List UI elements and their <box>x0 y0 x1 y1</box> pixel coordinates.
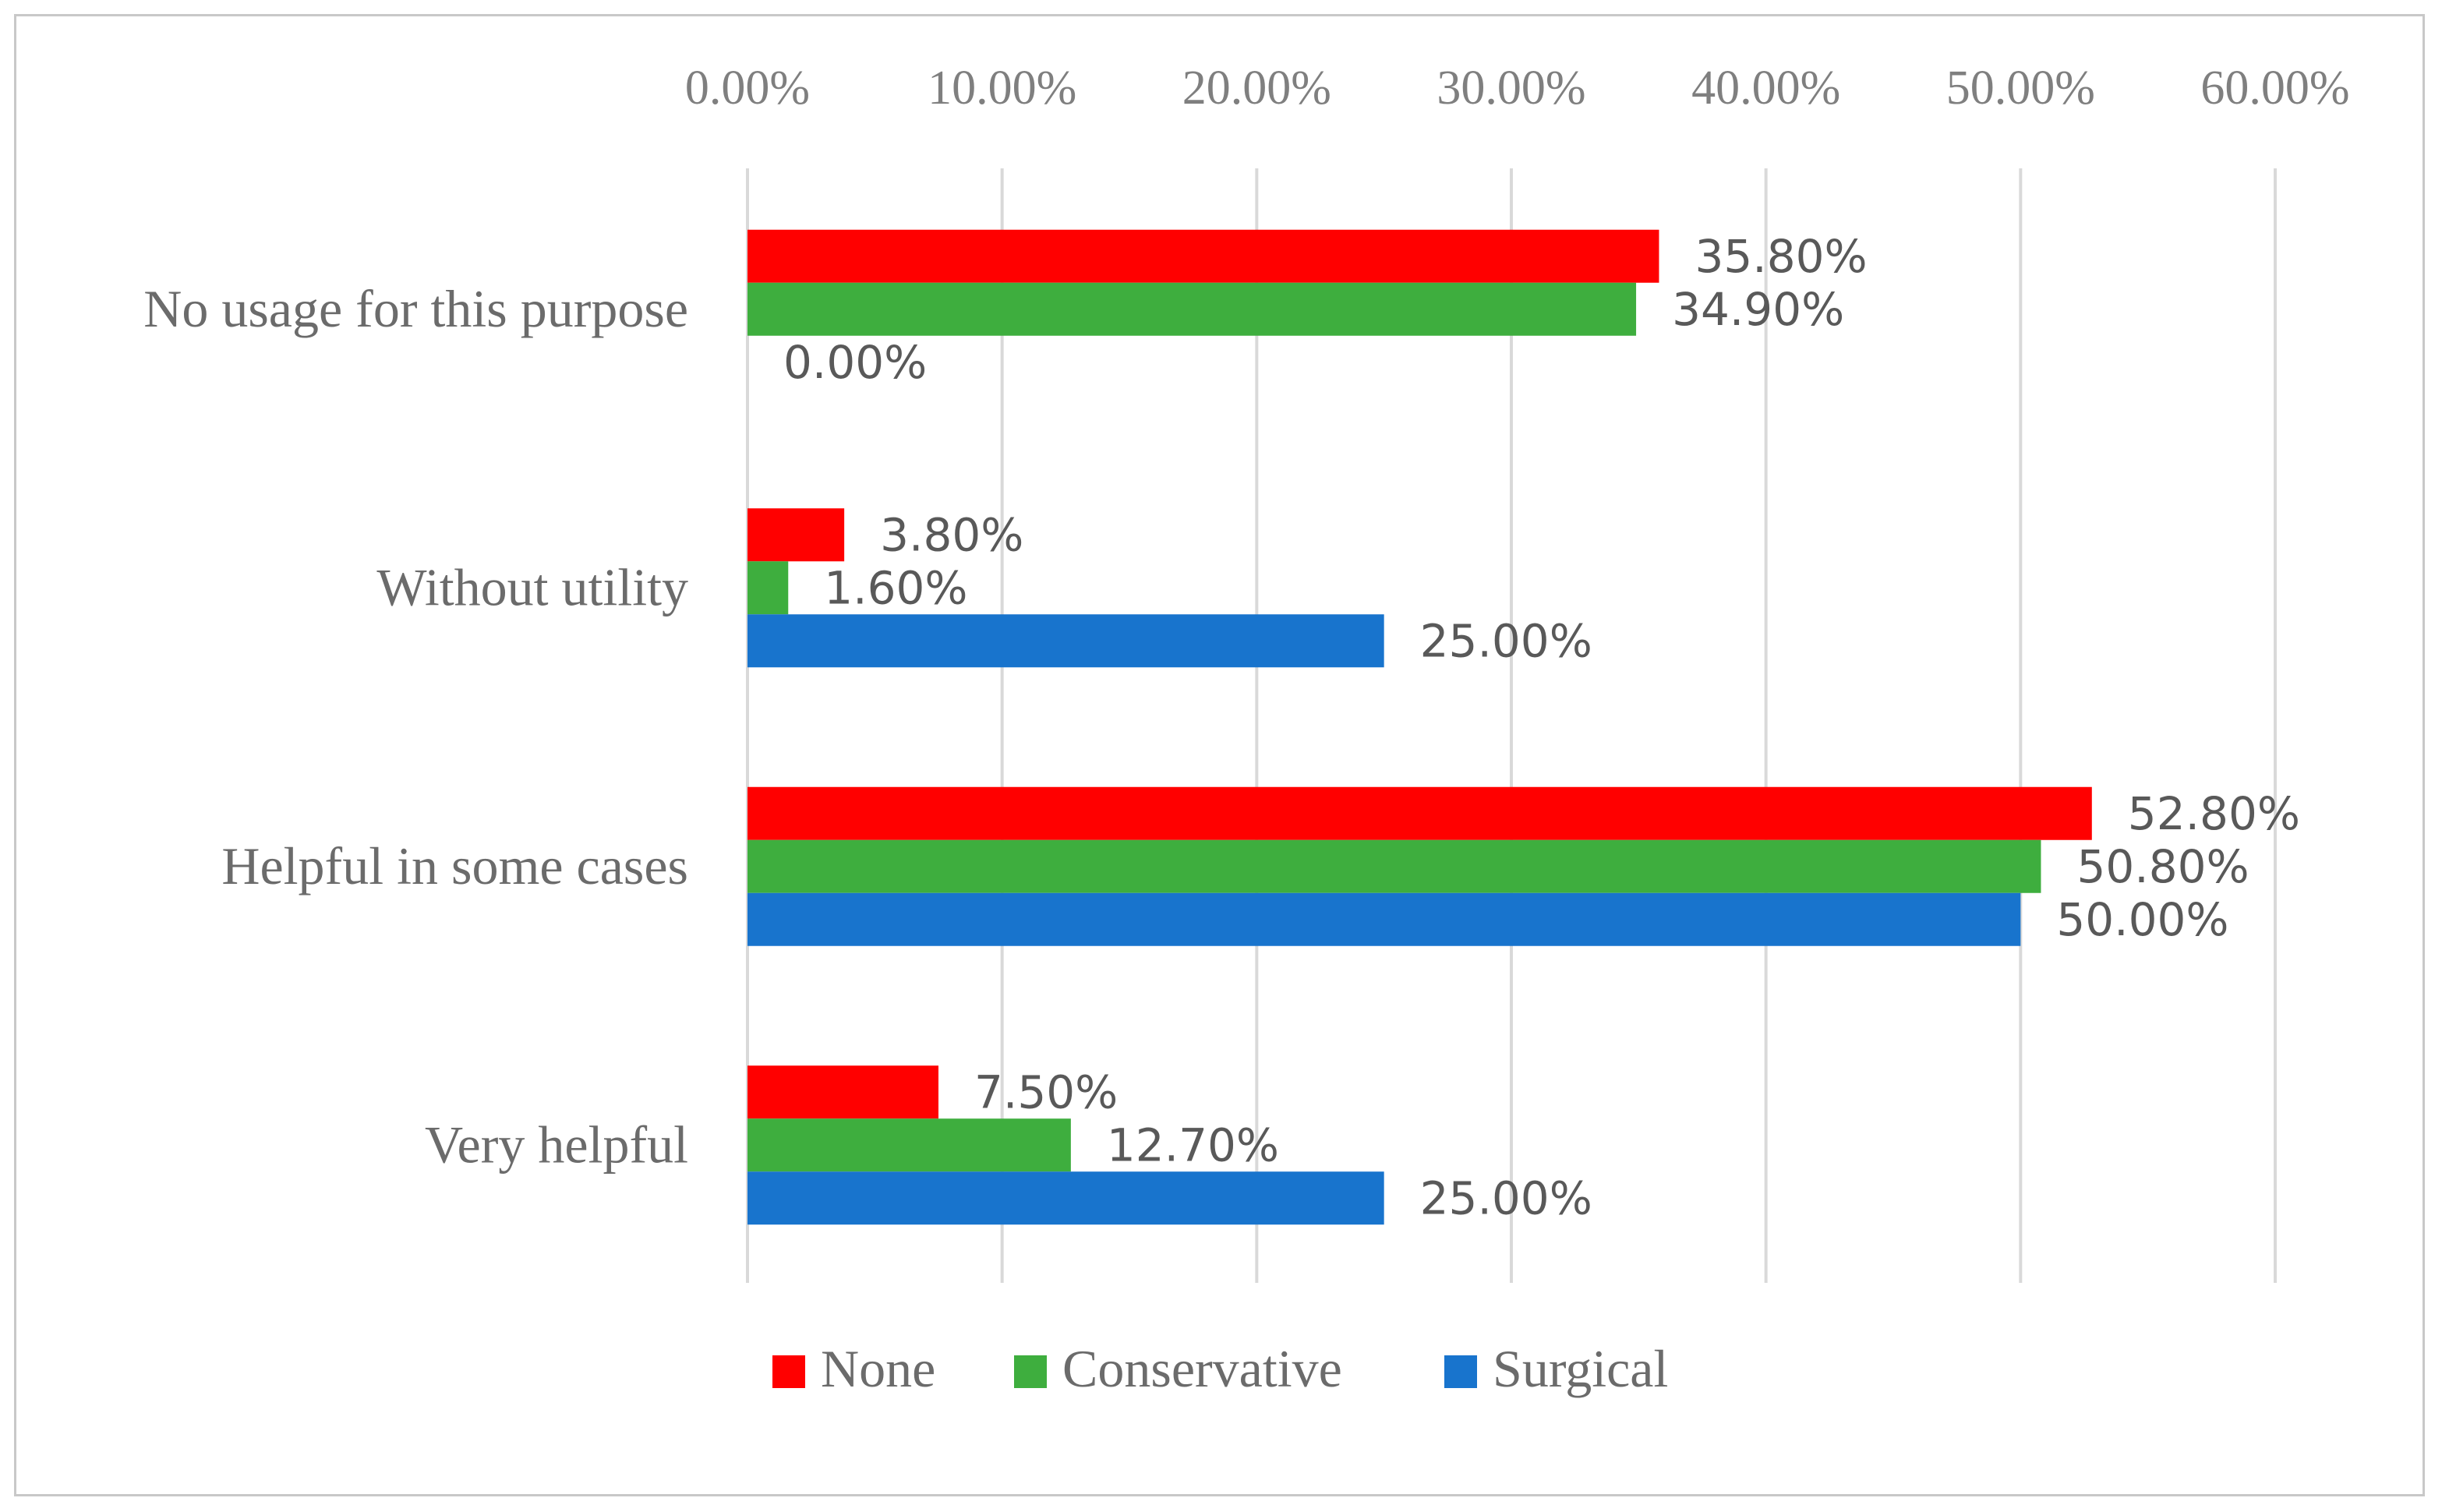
data-label-conservative-very-helpful: 12.70% <box>1107 1118 1279 1171</box>
bar-surgical-helpful-in-some-cases <box>747 892 2021 946</box>
legend-label-surgical: Surgical <box>1493 1339 1668 1398</box>
data-label-conservative-no-usage-for-this-purpose: 34.90% <box>1672 283 1844 336</box>
category-label-very-helpful: Very helpful <box>425 1115 688 1174</box>
data-label-none-without-utility: 3.80% <box>880 508 1023 561</box>
data-label-surgical-very-helpful: 25.00% <box>1420 1171 1592 1224</box>
bar-conservative-helpful-in-some-cases <box>747 839 2041 893</box>
x-tick-label: 30.00% <box>1437 62 1585 115</box>
legend: None Conservative Surgical <box>772 1339 1668 1398</box>
data-label-none-very-helpful: 7.50% <box>974 1065 1118 1118</box>
legend-swatch-none <box>772 1355 805 1388</box>
legend-label-none: None <box>821 1339 935 1398</box>
bar-chart: 0.00% 10.00% 20.00% 30.00% 40.00% 50.00% 60.00… <box>143 62 2350 1398</box>
bar-conservative-no-usage-for-this-purpose <box>747 282 1637 336</box>
bar-conservative-without-utility <box>747 561 789 615</box>
data-label-surgical-no-usage-for-this-purpose: 0.00% <box>783 336 927 389</box>
bar-none-helpful-in-some-cases <box>747 786 2092 840</box>
legend-swatch-surgical <box>1444 1355 1477 1388</box>
data-label-none-helpful-in-some-cases: 52.80% <box>2128 787 2300 840</box>
bar-conservative-very-helpful <box>747 1118 1071 1172</box>
x-tick-label: 50.00% <box>1946 62 2095 115</box>
bar-none-without-utility <box>747 508 845 562</box>
x-tick-label: 10.00% <box>928 62 1076 115</box>
category-label-no-usage-for-this-purpose: No usage for this purpose <box>143 279 688 338</box>
x-tick-label: 0.00% <box>685 62 810 115</box>
category-label-without-utility: Without utility <box>376 557 688 616</box>
bar-surgical-without-utility <box>747 614 1384 668</box>
data-label-conservative-helpful-in-some-cases: 50.80% <box>2076 840 2249 893</box>
data-label-none-no-usage-for-this-purpose: 35.80% <box>1695 230 1867 283</box>
x-axis-ticks: 0.00% 10.00% 20.00% 30.00% 40.00% 50.00% 60.00… <box>685 62 2350 115</box>
x-tick-label: 40.00% <box>1691 62 1840 115</box>
data-label-surgical-helpful-in-some-cases: 50.00% <box>2056 893 2228 946</box>
x-tick-label: 60.00% <box>2200 62 2349 115</box>
bars <box>747 229 2092 1225</box>
gridlines <box>746 168 2277 1283</box>
legend-label-conservative: Conservative <box>1062 1339 1342 1398</box>
bar-surgical-very-helpful <box>747 1171 1384 1225</box>
data-label-conservative-without-utility: 1.60% <box>824 561 967 614</box>
chart-frame: 0.00% 10.00% 20.00% 30.00% 40.00% 50.00% 60.00… <box>14 14 2425 1496</box>
data-labels: 35.80%34.90%0.00%3.80%1.60%25.00%52.80%5… <box>783 230 2300 1225</box>
category-labels: No usage for this purpose Without utility… <box>143 279 688 1175</box>
bar-none-no-usage-for-this-purpose <box>747 229 1659 283</box>
category-label-helpful-in-some-cases: Helpful in some cases <box>221 836 688 896</box>
x-tick-label: 20.00% <box>1182 62 1331 115</box>
bar-none-very-helpful <box>747 1065 938 1119</box>
legend-swatch-conservative <box>1014 1355 1047 1388</box>
data-label-surgical-without-utility: 25.00% <box>1420 614 1592 667</box>
